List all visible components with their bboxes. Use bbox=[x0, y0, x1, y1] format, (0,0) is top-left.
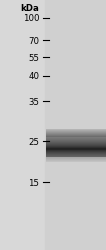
Bar bbox=[45, 0, 106, 250]
Text: 35: 35 bbox=[28, 98, 39, 106]
Text: 70: 70 bbox=[28, 37, 39, 46]
Text: 15: 15 bbox=[28, 178, 39, 187]
Text: 100: 100 bbox=[23, 14, 39, 23]
Bar bbox=[0, 0, 45, 250]
Text: kDa: kDa bbox=[20, 4, 39, 13]
Text: 55: 55 bbox=[28, 54, 39, 62]
Text: 25: 25 bbox=[28, 137, 39, 146]
Text: 40: 40 bbox=[28, 72, 39, 81]
